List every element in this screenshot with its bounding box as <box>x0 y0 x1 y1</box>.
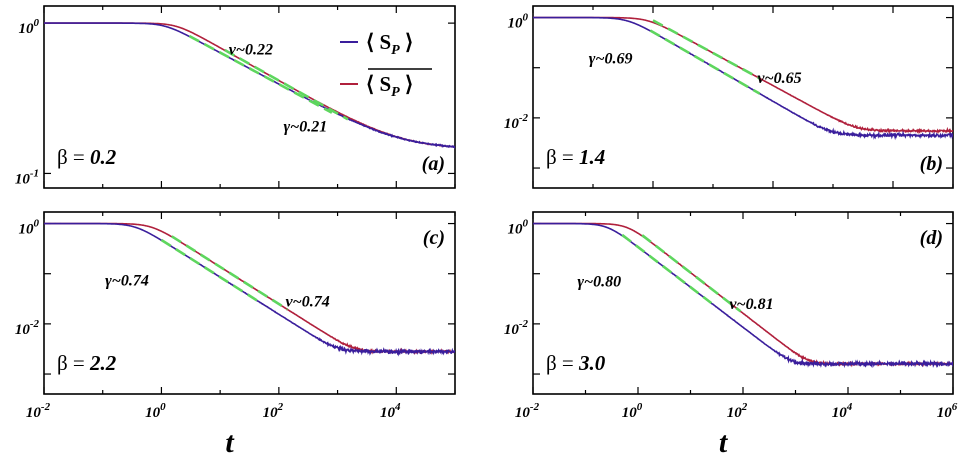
panel-frame <box>532 5 954 189</box>
series-sp-bar-line <box>533 222 953 368</box>
exponent-annotation: γ~0.21 <box>284 119 328 136</box>
legend-entry: ⟨ SP ⟩ <box>366 30 413 58</box>
exponent-annotation: ν~0.22 <box>229 41 273 58</box>
x-tick-label: 100 <box>145 401 166 421</box>
series-sp-line <box>533 222 953 369</box>
fit-line-sp <box>160 238 260 303</box>
panel-b: 100 10-2 γ~0.69 ν~0.65 β = 1.4 (b) <box>504 5 954 189</box>
panel-c: 10-2 100 102 104 100 10-2 γ~0.74 ν~0.74 β = 2.2 (… <box>15 211 456 421</box>
fit-line-sp-bar <box>641 234 742 313</box>
fit-line-sp-bar <box>171 235 289 311</box>
legend: ⟨ SP ⟩ ⟨ SP ⟩ <box>340 30 432 100</box>
panel-label: (c) <box>423 227 445 249</box>
beta-label: β = 1.4 <box>546 145 605 169</box>
fit-line-sp <box>621 233 713 305</box>
x-tick-label: 104 <box>380 401 401 421</box>
exponent-annotation: γ~0.74 <box>105 273 149 290</box>
fit-line-sp <box>649 29 761 95</box>
fit-line-sp-bar <box>224 48 349 121</box>
panel-label: (b) <box>920 153 943 175</box>
panel-frame <box>43 211 456 395</box>
panel-label: (d) <box>920 227 943 249</box>
panel-frame <box>43 5 456 189</box>
beta-label: β = 3.0 <box>546 351 606 375</box>
series-sp-bar-line <box>533 16 953 135</box>
exponent-annotation: γ~0.80 <box>577 274 621 291</box>
y-tick-label: 10-2 <box>504 112 529 132</box>
panel-label: (a) <box>422 153 445 175</box>
exponent-annotation: ν~0.74 <box>286 294 330 311</box>
y-tick-label: 100 <box>508 218 529 238</box>
exponent-annotation: ν~0.81 <box>729 296 773 313</box>
x-axis-label: t <box>719 426 729 458</box>
exponent-annotation: ν~0.65 <box>757 70 801 87</box>
fit-line-sp-bar <box>652 19 761 80</box>
series-sp-line <box>533 16 953 141</box>
x-tick-label: 102 <box>263 401 284 421</box>
x-tick-label: 106 <box>937 401 958 421</box>
y-tick-label: 100 <box>508 12 529 32</box>
x-tick-label: 102 <box>727 401 748 421</box>
x-tick-label: 100 <box>622 401 643 421</box>
y-tick-label: 100 <box>19 17 40 37</box>
fit-line-sp <box>188 34 333 114</box>
y-tick-label: 10-2 <box>504 318 529 338</box>
y-tick-label: 10-2 <box>15 318 40 338</box>
x-axis-label: t <box>225 426 235 458</box>
y-tick-label: 10-1 <box>15 167 39 187</box>
x-tick-label: 10-2 <box>515 401 540 421</box>
panel-d: 10-2 100 102 104 106 100 10-2 γ~0.80 ν~0.81 β = 3… <box>504 211 958 421</box>
y-tick-label: 100 <box>19 218 40 238</box>
legend-entry: ⟨ SP ⟩ <box>366 72 413 100</box>
beta-label: β = 2.2 <box>57 351 117 375</box>
x-tick-label: 104 <box>832 401 853 421</box>
panel-a: 100 10-1 ν~0.22 γ~0.21 β = 0.2 (a) <box>15 5 456 189</box>
beta-label: β = 0.2 <box>57 145 117 169</box>
exponent-annotation: γ~0.69 <box>589 51 633 68</box>
x-tick-label: 10-2 <box>26 401 51 421</box>
